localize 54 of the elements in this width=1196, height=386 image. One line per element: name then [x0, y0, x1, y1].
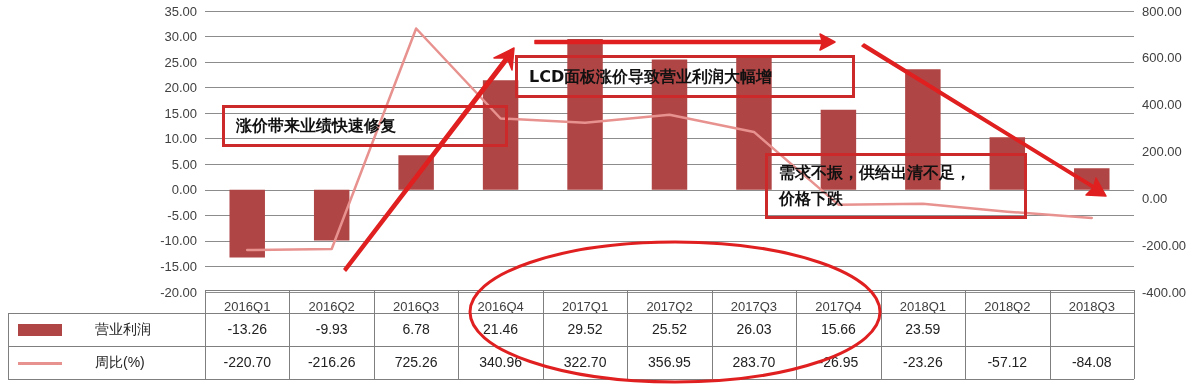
y-tick-label: 30.00 [164, 29, 197, 45]
y-tick-label: -10.00 [160, 233, 197, 249]
data-label: -216.26 [306, 353, 357, 372]
x-tick-label: 2017Q4 [815, 299, 862, 314]
x-tick-label: 2018Q1 [899, 299, 946, 314]
x-tick-label: 2017Q1 [561, 299, 609, 314]
data-label: -220.70 [222, 353, 272, 372]
y-tick-label: -15.00 [160, 258, 197, 274]
data-label: 340.96 [478, 353, 523, 372]
data-label: 29.52 [566, 320, 604, 339]
y2-tick-label: -400.00 [1142, 284, 1187, 300]
x-tick-label: 2016Q2 [308, 299, 355, 314]
x-tick-label: 2017Q2 [646, 299, 693, 314]
y2-tick-label: -200.00 [1142, 237, 1187, 253]
y-tick-label: -20.00 [160, 284, 197, 300]
data-label: -13.26 [226, 320, 269, 339]
y2-tick-label: 400.00 [1142, 97, 1182, 113]
y-tick-label: 5.00 [171, 156, 197, 172]
y-tick-label: 20.00 [164, 80, 197, 96]
data-label: 322.70 [562, 353, 608, 372]
bar [229, 189, 265, 258]
x-tick-label: 2017Q3 [730, 299, 778, 314]
data-label: 26.03 [735, 320, 773, 339]
x-tick-label: 2016Q3 [393, 299, 440, 314]
y-tick-label: 10.00 [164, 131, 197, 147]
legend-label: 营业利润 [95, 320, 151, 339]
y-tick-label: 25.00 [164, 54, 197, 70]
x-tick-label: 2018Q2 [984, 299, 1031, 314]
x-tick-label: 2016Q4 [477, 299, 524, 314]
data-label: -57.12 [986, 353, 1029, 372]
data-label: 725.26 [393, 353, 439, 372]
y-tick-label: 15.00 [164, 105, 197, 121]
annotation: 涨价带来业绩快速修复 [236, 115, 396, 137]
x-tick-label: 2016Q1 [224, 299, 271, 314]
bar [313, 189, 350, 241]
y-tick-label: 0.00 [171, 182, 197, 198]
y2-tick-label: 200.00 [1142, 144, 1182, 159]
data-label: -84.08 [1070, 353, 1113, 372]
legend-label: 周比(%) [95, 353, 145, 372]
data-label: -9.93 [314, 320, 349, 339]
data-label: 15.66 [819, 320, 857, 339]
data-label: 6.78 [401, 320, 431, 339]
data-label: -23.26 [902, 353, 944, 372]
y2-tick-label: 600.00 [1142, 50, 1182, 66]
data-label: 356.95 [647, 353, 692, 372]
x-tick-label: 2018Q3 [1068, 299, 1115, 314]
y2-tick-label: 0.00 [1142, 190, 1168, 206]
data-label: 23.59 [904, 320, 942, 339]
data-label: 283.70 [731, 353, 777, 372]
y-tick-label: -5.00 [167, 207, 197, 223]
y-tick-label: 35.00 [164, 3, 197, 19]
y2-tick-label: 800.00 [1142, 3, 1182, 19]
data-label: 21.46 [482, 320, 520, 339]
data-label: 25.52 [650, 320, 688, 339]
